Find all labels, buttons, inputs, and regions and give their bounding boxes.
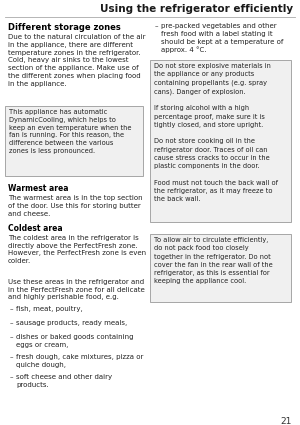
Text: Coldest area: Coldest area xyxy=(8,224,63,233)
Text: Different storage zones: Different storage zones xyxy=(8,23,121,32)
Text: Using the refrigerator efficiently: Using the refrigerator efficiently xyxy=(100,4,293,14)
Text: pre-packed vegetables and other
fresh food with a label stating it
should be kep: pre-packed vegetables and other fresh fo… xyxy=(161,23,284,53)
Text: –: – xyxy=(10,374,14,380)
Text: Use these areas in the refrigerator and
in the PerfectFresh zone for all delicat: Use these areas in the refrigerator and … xyxy=(8,279,145,300)
Text: –: – xyxy=(155,23,158,29)
Text: Do not store explosive materials in
the appliance or any products
containing pro: Do not store explosive materials in the … xyxy=(154,63,278,202)
Bar xyxy=(150,60,291,222)
Text: –: – xyxy=(10,306,14,312)
Text: –: – xyxy=(10,334,14,340)
Text: The warmest area is in the top section
of the door. Use this for storing butter
: The warmest area is in the top section o… xyxy=(8,195,142,216)
Text: Due to the natural circulation of the air
in the appliance, there are different
: Due to the natural circulation of the ai… xyxy=(8,34,145,87)
Text: –: – xyxy=(10,354,14,360)
Text: –: – xyxy=(10,320,14,326)
Text: soft cheese and other dairy
products.: soft cheese and other dairy products. xyxy=(16,374,112,388)
Text: sausage products, ready meals,: sausage products, ready meals, xyxy=(16,320,127,326)
Text: This appliance has automatic
DynamicCooling, which helps to
keep an even tempera: This appliance has automatic DynamicCool… xyxy=(9,109,131,154)
Text: fresh dough, cake mixtures, pizza or
quiche dough,: fresh dough, cake mixtures, pizza or qui… xyxy=(16,354,143,368)
Text: The coldest area in the refrigerator is
directly above the PerfectFresh zone.
Ho: The coldest area in the refrigerator is … xyxy=(8,235,146,264)
Text: dishes or baked goods containing
eggs or cream,: dishes or baked goods containing eggs or… xyxy=(16,334,134,348)
Bar xyxy=(5,106,143,176)
Text: 21: 21 xyxy=(280,417,292,425)
Text: fish, meat, poultry,: fish, meat, poultry, xyxy=(16,306,83,312)
Bar xyxy=(150,234,291,302)
Text: To allow air to circulate efficiently,
do not pack food too closely
together in : To allow air to circulate efficiently, d… xyxy=(154,237,273,284)
Text: Warmest area: Warmest area xyxy=(8,184,68,193)
